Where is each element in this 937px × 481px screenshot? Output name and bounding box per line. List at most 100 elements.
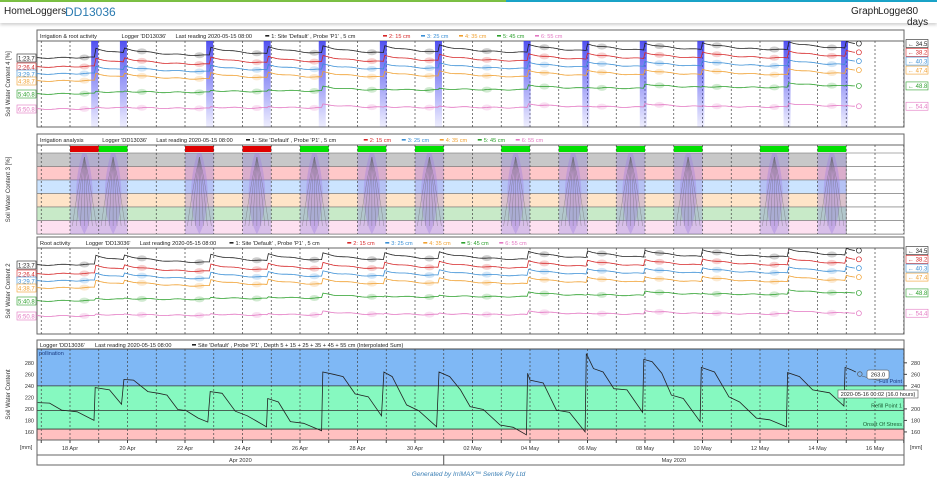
irrigation-root-panel-root-activity-mark [654,68,665,75]
irrigation-analysis-panel-root-branch [572,156,582,227]
irrigation-root-panel-irrigation-event [119,41,127,127]
irrigation-analysis-panel-root-branch [618,156,631,227]
irrigation-root-panel-start-label: 2:26.4 [18,65,35,71]
sum-panel-xtick-label: 04 May [521,446,540,452]
irrigation-root-panel-root-activity-mark [769,71,780,78]
root-activity-panel-root-activity-mark [366,280,377,287]
irrigation-root-panel-root-activity-mark [309,49,320,56]
irrigation-analysis-panel-root-branch [766,156,775,227]
root-activity-panel-end-label-box [905,263,929,273]
irrigation-root-panel-root-activity-mark [481,48,492,55]
nav-range-select[interactable]: 30 days [907,6,929,28]
irrigation-analysis-panel-root-branch [831,156,845,227]
irrigation-root-panel-legend-swatch [265,35,270,37]
irrigation-analysis-panel-legend-swatch [477,139,482,141]
irrigation-root-panel-root-activity-mark [826,102,837,109]
irrigation-analysis-panel-root-branch [683,156,689,227]
irrigation-root-panel-root-activity-mark [251,88,262,95]
sum-panel-ytick-left: 260 [25,372,34,378]
root-activity-panel-end-label: ← 38.2 [908,258,928,264]
root-activity-panel-legend-swatch [385,242,390,244]
irrigation-analysis-panel-legend-swatch [246,139,250,141]
root-activity-panel-legend-swatch [499,242,504,244]
root-activity-panel-root-activity-mark [539,260,550,267]
irrigation-root-panel-root-activity-mark [596,43,607,50]
irrigation-analysis-panel-day-status-good [98,146,128,152]
irrigation-analysis-panel-root-branch [564,156,574,227]
nav-graph[interactable]: Graph [851,6,879,17]
sum-panel-xtick-label: 14 May [808,446,827,452]
irrigation-analysis-panel-root-branch [630,156,635,227]
sum-panel-last-reading: Last reading 2020-05-15 08:00 [95,343,172,349]
root-activity-panel-root-activity-mark [251,295,262,302]
irrigation-analysis-panel-root-branch [421,156,430,227]
irrigation-root-panel-legend-s2: 2: 15 cm [389,34,411,40]
irrigation-root-panel-root-activity-mark [366,58,377,65]
nav-logger-id[interactable]: DD13036 [65,5,116,19]
irrigation-analysis-panel-root-branch [108,156,114,227]
root-activity-panel-root-activity-mark [79,312,90,319]
sum-panel-xtick-label: 26 Apr [292,446,308,452]
root-activity-panel-root-activity-mark [596,267,607,274]
root-activity-panel-root-activity-mark [251,312,262,319]
irrigation-root-panel-end-label: ← 38.2 [908,51,928,57]
root-activity-panel-root-activity-mark [596,250,607,257]
irrigation-analysis-panel-root-branch [819,156,833,227]
irrigation-root-panel-root-activity-mark [769,46,780,53]
root-activity-panel-end-label: ← 40.3 [908,266,928,272]
irrigation-root-panel-root-activity-mark [424,65,435,72]
irrigation-root-panel-root-activity-mark [136,48,147,55]
root-activity-panel-start-label-box [16,311,37,321]
root-activity-panel-series-s1 [36,247,855,266]
irrigation-root-panel-end-label-box [905,48,929,57]
irrigation-analysis-panel-day-status-good [415,146,444,152]
irrigation-root-panel-root-activity-mark [366,49,377,56]
irrigation-analysis-panel-day-status-good [558,146,588,152]
irrigation-analysis-panel-legend-s4: 4: 35 cm [446,138,468,144]
root-activity-panel-root-activity-mark [366,272,377,279]
irrigation-analysis-panel-root-branch [515,156,520,227]
irrigation-root-panel-end-label: ← 34.5 [908,42,928,48]
irrigation-analysis-panel-root-branch [371,156,377,227]
root-activity-panel-root-activity-mark [826,277,837,284]
root-activity-panel-last-marker [856,265,862,271]
irrigation-analysis-panel-root-branch [363,156,373,227]
irrigation-root-panel-root-activity-mark [194,89,205,96]
root-activity-panel-last-marker [856,256,862,263]
irrigation-root-panel-irrigation-event [582,41,590,127]
root-activity-panel-root-activity-mark [79,261,90,268]
root-activity-panel-legend-swatch [347,242,352,244]
irrigation-root-panel-root-activity-mark [769,84,780,91]
root-activity-panel-start-label-box [16,260,37,270]
nav-logger[interactable]: Logger [878,6,910,17]
irrigation-root-panel-root-activity-mark [711,42,722,49]
root-activity-panel-root-activity-mark [481,293,492,300]
irrigation-root-panel-root-activity-mark [309,58,320,65]
irrigation-analysis-panel-root-branch [112,156,122,227]
irrigation-root-panel-start-label-box [16,89,37,99]
root-activity-panel-root-activity-mark [251,266,262,273]
root-activity-panel-root-activity-mark [654,308,665,315]
irrigation-analysis-panel-root-branch [429,156,438,227]
root-activity-panel-root-activity-mark [194,275,205,282]
root-activity-panel-root-activity-mark [654,249,665,256]
irrigation-root-panel-end-label: ← 40.3 [908,59,928,65]
root-activity-panel-root-activity-mark [769,278,780,285]
irrigation-root-panel-root-activity-mark [79,63,90,70]
sum-panel-zone-label-stress: Onset Of Stress [863,422,902,428]
nav-loggers[interactable]: Loggers [30,6,67,17]
irrigation-root-panel-root-activity-mark [481,104,492,111]
nav-home[interactable]: Home [4,6,31,17]
sum-panel-month-may [443,454,905,466]
root-activity-panel-legend-swatch [461,242,466,244]
irrigation-analysis-panel-root-branch [112,156,126,227]
irrigation-root-panel-root-activity-mark [539,83,550,90]
root-activity-panel-root-activity-mark [194,268,205,275]
irrigation-analysis-panel-day-status-good [616,146,645,152]
sum-panel-xtick-label: 02 May [463,446,482,452]
irrigation-analysis-panel-root-branch [831,156,841,227]
root-activity-panel-start-label: 5:40.8 [18,299,35,305]
sum-panel-ytick-right: 160 [911,430,920,436]
root-activity-panel-root-activity-mark [481,255,492,262]
irrigation-root-panel-plot-frame [36,40,905,128]
